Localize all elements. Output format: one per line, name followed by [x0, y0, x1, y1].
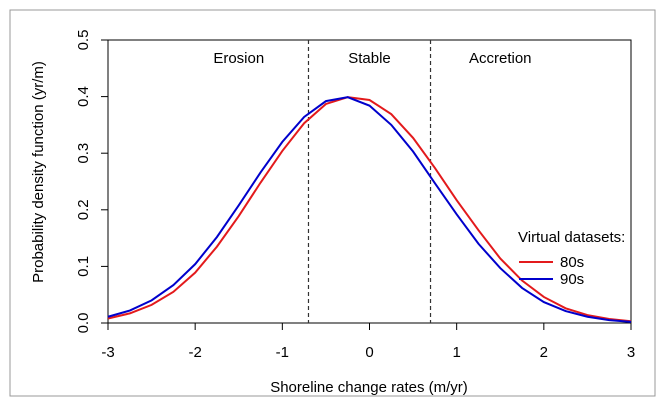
x-tick-label: -3 [101, 344, 114, 361]
y-tick-label: 0.3 [75, 143, 92, 164]
y-tick-label: 0.4 [75, 86, 92, 107]
y-tick-label: 0.2 [75, 199, 92, 220]
region-label-erosion: Erosion [213, 50, 264, 67]
region-labels: Erosion Stable Accretion [213, 50, 531, 67]
boundary-lines [307, 40, 432, 323]
x-tick-label: 2 [540, 344, 548, 361]
x-tick-label: 0 [365, 344, 373, 361]
series-line-80s [107, 96, 632, 323]
legend-title: Virtual datasets: [518, 229, 625, 246]
legend-label-80s: 80s [560, 254, 584, 271]
x-axis: -3 -2 -1 0 1 2 3 [101, 323, 635, 361]
y-axis: 0.0 0.1 0.2 0.3 0.4 0.5 [75, 30, 108, 334]
outer-frame [9, 9, 656, 397]
y-tick-label: 0.5 [75, 30, 92, 51]
y-tick-label: 0.0 [75, 313, 92, 334]
region-label-stable: Stable [348, 50, 391, 67]
y-tick-label: 0.1 [75, 256, 92, 277]
legend-label-90s: 90s [560, 271, 584, 288]
x-tick-label: -1 [276, 344, 289, 361]
region-label-accretion: Accretion [469, 50, 532, 67]
x-axis-label: Shoreline change rates (m/yr) [270, 379, 468, 396]
x-tick-label: 1 [452, 344, 460, 361]
x-tick-label: 3 [627, 344, 635, 361]
series-line-90s [107, 96, 632, 323]
series-lines [107, 96, 632, 323]
x-tick-label: -2 [188, 344, 201, 361]
y-axis-label: Probability density function (yr/m) [30, 61, 47, 283]
